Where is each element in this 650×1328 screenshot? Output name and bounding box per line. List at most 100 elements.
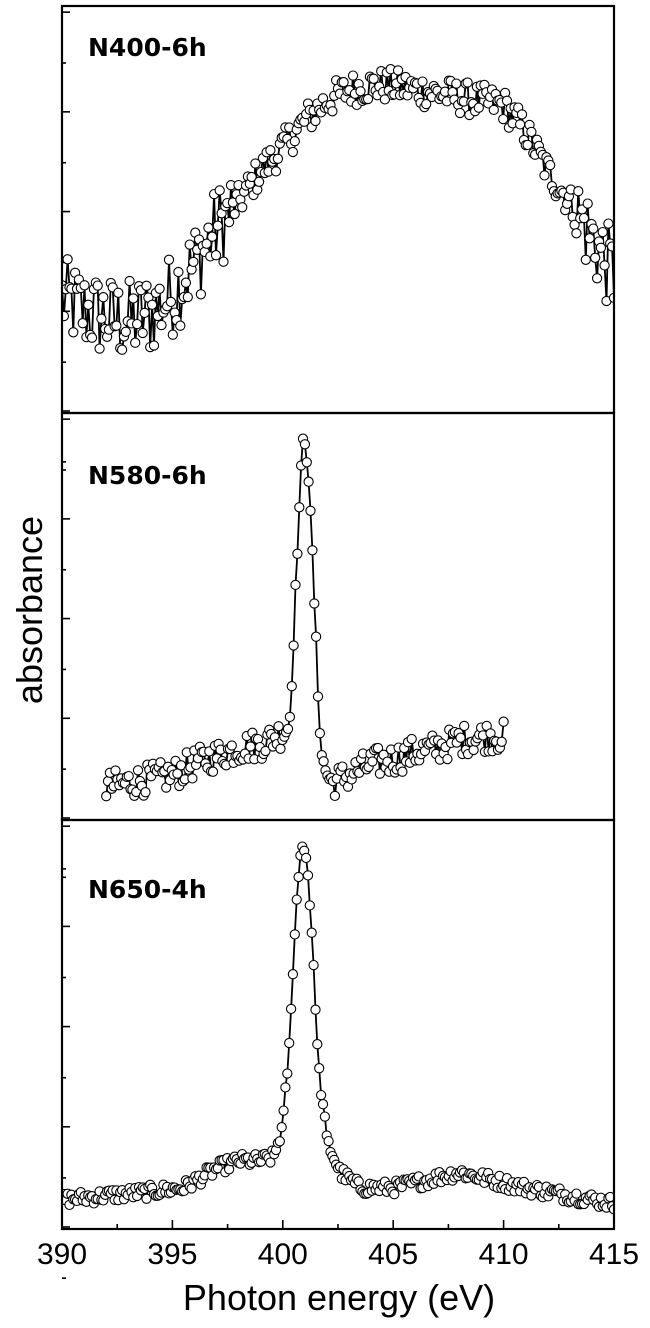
data-point: [182, 291, 193, 303]
data-point: [323, 1135, 334, 1147]
data-point: [299, 439, 311, 450]
data-point: [275, 743, 286, 754]
data-point: [421, 98, 432, 110]
data-point: [141, 1193, 152, 1204]
data-point: [172, 768, 183, 779]
data-point: [294, 502, 305, 513]
data-point: [195, 289, 207, 300]
data-point: [116, 344, 128, 355]
data-point: [237, 202, 248, 213]
data-point: [608, 1204, 614, 1215]
data-point: [140, 787, 151, 798]
data-point: [406, 733, 417, 745]
data-point: [173, 266, 184, 278]
data-point: [397, 766, 408, 777]
data-point: [599, 260, 610, 271]
data-point: [83, 299, 94, 310]
data-point: [318, 756, 329, 767]
data-point: [270, 166, 282, 177]
data-point: [337, 761, 348, 772]
data-point: [310, 1004, 321, 1015]
data-point: [128, 293, 139, 304]
x-tick-label: 405: [368, 1238, 418, 1271]
data-point: [79, 280, 90, 291]
data-point: [379, 94, 391, 105]
data-point: [156, 319, 167, 331]
data-point: [309, 598, 320, 609]
data-point: [310, 631, 322, 642]
data-point: [286, 681, 297, 692]
data-point: [327, 106, 338, 117]
series-3: [62, 841, 614, 1215]
data-point: [347, 70, 359, 81]
x-tick-label: 395: [147, 1238, 197, 1271]
data-point: [606, 241, 614, 252]
data-point: [595, 242, 607, 253]
y-axis-title: absorbance: [9, 516, 50, 704]
data-point: [214, 185, 225, 196]
data-point: [392, 65, 404, 76]
data-point: [246, 171, 257, 183]
data-point: [304, 900, 315, 911]
data-point: [229, 208, 240, 220]
data-point: [291, 894, 302, 905]
data-point: [285, 1003, 297, 1015]
data-point: [290, 579, 301, 591]
data-point: [223, 216, 235, 228]
data-point: [545, 159, 556, 171]
data-point: [451, 78, 462, 89]
data-point: [265, 145, 276, 156]
data-point: [139, 307, 150, 319]
panel-label: N580-6h: [88, 461, 207, 490]
data-point: [272, 153, 284, 164]
data-point: [148, 340, 160, 351]
data-point: [96, 313, 107, 324]
data-point: [308, 959, 319, 971]
data-point: [580, 254, 591, 265]
data-point: [571, 1188, 582, 1199]
data-point: [273, 721, 284, 732]
data-point: [92, 280, 103, 291]
data-point: [137, 327, 148, 339]
data-point: [301, 457, 312, 468]
data-point: [155, 757, 166, 768]
data-point: [123, 770, 134, 782]
data-point: [306, 927, 317, 938]
data-point: [111, 320, 122, 331]
data-point: [86, 332, 98, 343]
data-point: [300, 852, 312, 864]
data-point: [372, 742, 384, 754]
x-tick-label: 415: [589, 1238, 639, 1271]
data-point: [146, 299, 158, 310]
data-point: [442, 753, 453, 765]
data-point: [287, 146, 299, 158]
data-point: [250, 158, 261, 169]
panel-3: N650-4h: [60, 818, 616, 1279]
data-point: [355, 86, 366, 97]
panel-frame: [60, 4, 616, 415]
data-point: [312, 691, 324, 702]
data-point: [124, 275, 135, 287]
data-point: [253, 176, 265, 187]
data-point: [597, 226, 608, 238]
data-point: [362, 93, 374, 105]
data-point: [165, 296, 177, 308]
data-point: [280, 1082, 291, 1093]
data-point: [68, 327, 79, 338]
data-point: [94, 343, 105, 354]
x-tick-label: 410: [479, 1238, 529, 1271]
data-point: [282, 1068, 293, 1079]
data-point: [488, 104, 499, 116]
x-axis: 390 395 400 405 410 415: [37, 1220, 639, 1271]
data-point: [578, 212, 590, 224]
data-point: [314, 728, 326, 739]
data-point: [287, 969, 299, 980]
data-point: [302, 870, 314, 881]
data-point: [120, 326, 131, 337]
data-point: [305, 505, 316, 516]
data-point: [278, 1105, 289, 1116]
data-point: [101, 791, 112, 802]
data-point: [180, 277, 192, 288]
data-point: [130, 337, 141, 348]
